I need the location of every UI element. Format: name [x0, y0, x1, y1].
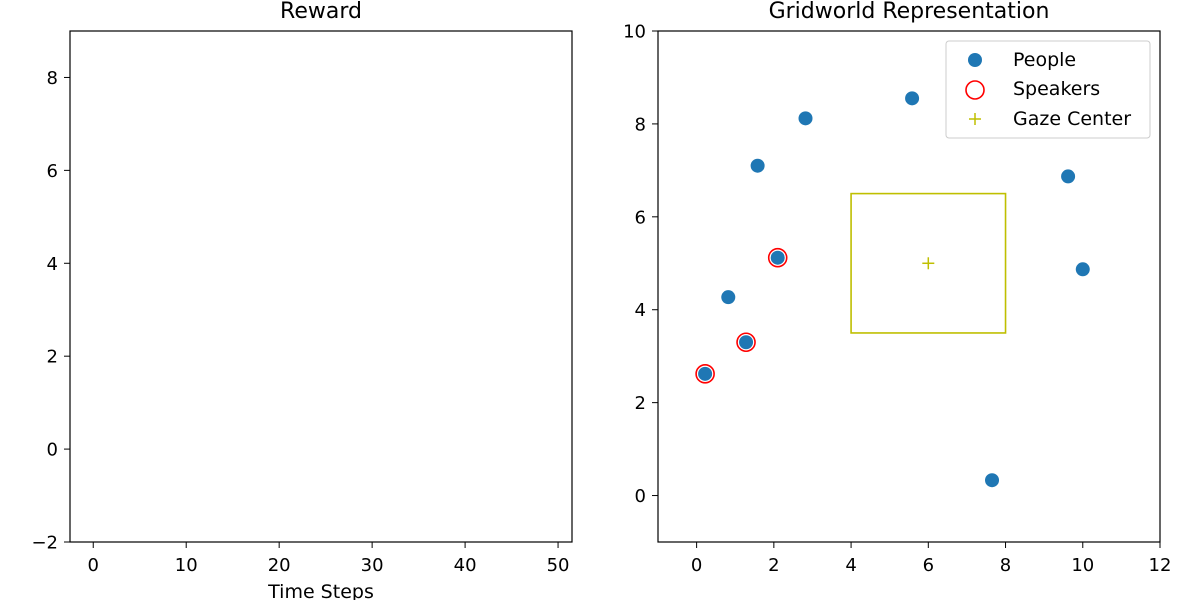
reward-y-tick-label: 8 — [47, 68, 58, 89]
gridworld-legend: People Speakers Gaze Center — [945, 40, 1151, 139]
people-point — [985, 473, 1000, 488]
reward-axis-ticks: 0 10 20 30 40 50 −2 0 2 4 6 8 — [31, 68, 569, 576]
people-point — [698, 366, 713, 381]
people-point — [750, 158, 765, 173]
gridworld-y-tick-label: 6 — [635, 207, 646, 228]
people-point — [1061, 169, 1076, 184]
gridworld-x-tick-label: 2 — [768, 555, 779, 576]
gridworld-plot-frame — [657, 30, 1161, 543]
gridworld-y-tick-label: 2 — [635, 393, 646, 414]
reward-y-tick-label: 4 — [47, 254, 58, 275]
reward-x-tick-label: 40 — [454, 555, 477, 576]
legend-box — [945, 40, 1151, 139]
reward-y-tick-label: −2 — [31, 533, 58, 554]
reward-panel: Reward 0 10 20 30 40 50 −2 0 2 4 6 8 Time Steps — [31, 0, 573, 600]
gridworld-y-tick-label: 0 — [635, 486, 646, 507]
gridworld-y-tick-label: 4 — [635, 300, 646, 321]
gridworld-y-tick-label: 8 — [635, 114, 646, 135]
reward-x-tick-label: 10 — [175, 555, 198, 576]
reward-x-tick-label: 50 — [547, 555, 570, 576]
reward-x-axis-label: Time Steps — [267, 581, 374, 600]
reward-plot-frame — [69, 30, 573, 543]
legend-gaze-center-label: Gaze Center — [1013, 108, 1131, 130]
gridworld-x-tick-label: 12 — [1149, 555, 1172, 576]
legend-people-label: People — [1013, 49, 1076, 71]
reward-x-tick-label: 30 — [361, 555, 384, 576]
speaker-point — [767, 247, 788, 268]
speaker-point — [736, 332, 756, 353]
speaker-point — [695, 364, 715, 384]
people-point — [905, 91, 920, 106]
people-point — [1075, 262, 1090, 277]
gaze-box — [850, 192, 1007, 334]
people-point — [739, 335, 754, 350]
gridworld-title: Gridworld Representation — [769, 0, 1050, 24]
reward-x-tick-label: 20 — [268, 555, 291, 576]
legend-speakers-label: Speakers — [1013, 78, 1100, 100]
gridworld-y-tick-label: 10 — [623, 22, 646, 43]
legend-people-marker — [968, 53, 982, 67]
people-point — [770, 250, 785, 265]
legend-speakers-marker — [965, 80, 985, 100]
gridworld-axis-ticks: 0 2 4 6 8 10 12 0 2 4 6 8 10 — [623, 22, 1171, 577]
gridworld-x-tick-label: 4 — [845, 555, 856, 576]
gridworld-x-tick-label: 6 — [923, 555, 934, 576]
people-point — [721, 290, 736, 305]
reward-title: Reward — [280, 0, 362, 24]
reward-x-tick-label: 0 — [88, 555, 99, 576]
gridworld-panel: Gridworld Representation 0 2 4 6 8 10 12 0 2 4 6 8 1… — [623, 0, 1171, 576]
gridworld-x-tick-label: 10 — [1071, 555, 1094, 576]
gridworld-x-tick-label: 0 — [691, 555, 702, 576]
people-point — [798, 111, 813, 126]
reward-y-tick-label: 2 — [47, 347, 58, 368]
reward-y-tick-label: 6 — [47, 161, 58, 182]
gridworld-x-tick-label: 8 — [1000, 555, 1011, 576]
reward-y-tick-label: 0 — [47, 440, 58, 461]
legend-gaze-center-marker — [969, 113, 981, 125]
gaze-center-point — [922, 257, 935, 270]
gridworld-marks — [695, 91, 1090, 488]
